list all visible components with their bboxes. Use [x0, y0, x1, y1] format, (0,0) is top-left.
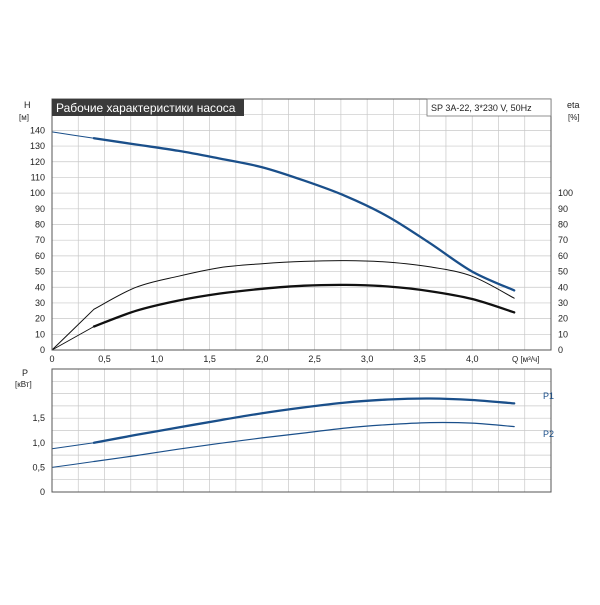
top-chart-grid	[52, 99, 551, 350]
eta-total-curve	[92, 283, 516, 328]
p-axis-label: P	[22, 368, 28, 378]
bottom-chart-grid	[52, 369, 551, 492]
power-p2-curve	[93, 421, 515, 463]
subtitle-box	[426, 98, 552, 117]
eta-total-extrapolated	[51, 326, 95, 351]
head-curve	[92, 137, 516, 292]
p-tick-label: 0,5	[32, 462, 45, 472]
y-right-tick-label: 0	[558, 345, 563, 355]
legend-p1: P1	[543, 391, 554, 401]
y-right-tick-label: 60	[558, 251, 568, 261]
top-chart-tick-labels: 0 0,5 1,0 1,5 2,0 2,5 3,0 3,5 4,0 0 10 20 30 40 50 60 70…	[30, 125, 573, 364]
x-tick-label: 1,5	[203, 354, 216, 364]
y-right-axis-unit: [%]	[568, 113, 580, 122]
y-right-tick-label: 20	[558, 314, 568, 324]
y-tick-label: 70	[35, 235, 45, 245]
x-tick-label: 2,0	[256, 354, 269, 364]
bottom-chart-tick-labels: 0 0,5 1,0 1,5	[32, 413, 45, 497]
y-tick-label: 120	[30, 157, 45, 167]
y-tick-label: 10	[35, 329, 45, 339]
p-axis-unit: [кВт]	[15, 380, 32, 389]
y-right-tick-label: 90	[558, 204, 568, 214]
y-tick-label: 100	[30, 188, 45, 198]
y-tick-label: 80	[35, 220, 45, 230]
x-tick-label: 2,5	[308, 354, 321, 364]
head-extrapolated	[51, 131, 95, 139]
y-axis-unit: [м]	[19, 113, 29, 122]
y-right-tick-label: 30	[558, 298, 568, 308]
top-chart-curves	[51, 131, 516, 351]
y-right-tick-label: 10	[558, 329, 568, 339]
chart-title: Рабочие характеристики насоса	[56, 101, 236, 115]
y-axis-label: H	[24, 100, 31, 110]
y-tick-label: 140	[30, 125, 45, 135]
y-tick-label: 60	[35, 251, 45, 261]
bottom-chart-curves	[51, 397, 516, 468]
power-p1-curve	[92, 397, 516, 444]
y-right-tick-label: 80	[558, 220, 568, 230]
top-plot-frame	[51, 98, 552, 351]
y-tick-label: 30	[35, 298, 45, 308]
x-axis-label: Q [м³/ч]	[512, 355, 539, 364]
y-right-tick-label: 100	[558, 188, 573, 198]
bottom-plot-frame	[51, 368, 552, 493]
eta-hydraulic-curve	[93, 260, 515, 310]
chart-subtitle: SP 3A-22, 3*230 V, 50Hz	[431, 103, 532, 113]
y-tick-label: 40	[35, 282, 45, 292]
title-background	[52, 99, 244, 116]
p-tick-label: 1,0	[32, 438, 45, 448]
power-p1-extrapolated	[51, 442, 95, 450]
y-right-tick-label: 50	[558, 267, 568, 277]
x-tick-label: 4,0	[466, 354, 479, 364]
legend-p2: P2	[543, 429, 554, 439]
y-tick-label: 110	[31, 172, 45, 182]
y-tick-label: 90	[35, 204, 45, 214]
y-tick-label: 130	[30, 141, 45, 151]
p-tick-label: 0	[40, 487, 45, 497]
y-tick-label: 0	[40, 345, 45, 355]
x-tick-label: 3,0	[361, 354, 374, 364]
x-tick-label: 0	[49, 354, 54, 364]
x-tick-label: 1,0	[151, 354, 164, 364]
y-tick-label: 50	[35, 267, 45, 277]
y-right-tick-label: 70	[558, 235, 568, 245]
eta-hydraulic-extrapolated	[51, 308, 95, 351]
y-right-tick-label: 40	[558, 282, 568, 292]
y-tick-label: 20	[35, 314, 45, 324]
power-p2-extrapolated	[51, 461, 95, 468]
p-tick-label: 1,5	[32, 413, 45, 423]
x-tick-label: 0,5	[98, 354, 111, 364]
y-right-axis-label: eta	[567, 100, 580, 110]
x-tick-label: 3,5	[413, 354, 426, 364]
